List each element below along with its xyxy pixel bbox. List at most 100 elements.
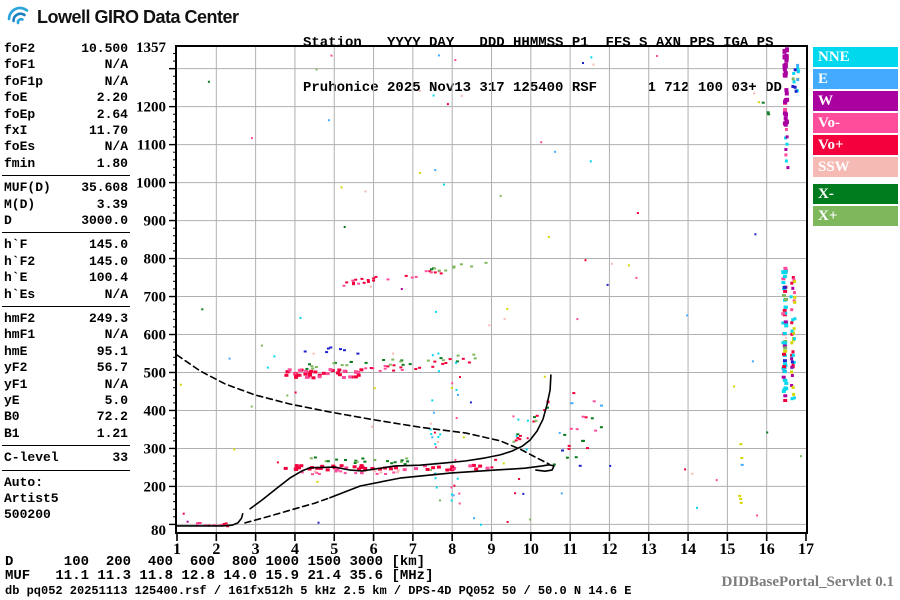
echo-dot: [437, 370, 440, 373]
echo-dot: [400, 369, 404, 371]
x-axis-label: 4: [291, 541, 299, 558]
echo-dot: [522, 492, 525, 495]
echo-dot: [455, 417, 458, 419]
echo-dot: [783, 320, 788, 324]
echo-dot: [345, 364, 349, 367]
echo-dot: [790, 365, 794, 369]
y-axis-label: 600: [144, 328, 167, 344]
param-row-hes: h`Es N/A: [0, 287, 130, 302]
echo-cluster-third-hop-main: [342, 270, 443, 287]
echo-dot: [364, 367, 368, 370]
echo-dot: [312, 352, 315, 355]
echo-dot: [354, 278, 358, 281]
echo-dot: [783, 349, 788, 353]
echo-dot: [784, 148, 788, 151]
echo-dot: [414, 368, 418, 370]
echo-dot: [456, 354, 460, 357]
echo-dot: [790, 281, 794, 285]
echo-dot: [784, 153, 788, 157]
echo-dot: [392, 364, 396, 367]
echo-dot: [186, 520, 189, 523]
echo-dot: [334, 470, 338, 473]
echo-dot: [390, 462, 394, 465]
echo-dot: [558, 431, 561, 434]
param-label: hmF2: [4, 311, 36, 326]
echo-dot: [313, 370, 318, 374]
echo-dot: [525, 448, 528, 451]
echo-dot: [785, 47, 789, 53]
echo-dot: [792, 392, 796, 396]
echo-dot: [372, 277, 376, 280]
param-label: yF2: [4, 360, 28, 376]
echo-dot: [429, 428, 432, 431]
echo-dot: [783, 378, 788, 382]
echo-dot: [343, 226, 346, 228]
echo-dot: [450, 465, 455, 469]
echo-dot: [450, 499, 453, 502]
echo-dot: [459, 263, 463, 266]
echo-dot: [783, 305, 788, 309]
echo-dot: [454, 59, 457, 62]
echo-dot: [790, 353, 794, 357]
echo-dot: [783, 289, 788, 293]
echo-dot: [686, 314, 689, 317]
echo-dot: [292, 372, 297, 376]
echo-dot: [337, 373, 342, 377]
echo-dot: [375, 472, 379, 475]
echo-dot: [547, 236, 550, 239]
echo-dot: [792, 337, 796, 341]
echo-cluster-background-noise: [179, 54, 802, 526]
echo-dot: [342, 284, 346, 287]
echo-dot: [425, 468, 430, 471]
echo-dot: [388, 363, 392, 366]
lowell-giro-logo: Lowell GIRO Data Center: [6, 4, 239, 30]
echo-dot: [360, 472, 364, 475]
echo-dot: [437, 441, 439, 443]
echo-dot: [207, 80, 210, 83]
echo-dot: [354, 472, 358, 475]
echo-dot: [783, 122, 788, 127]
echo-dot: [430, 268, 433, 271]
station-header-values: Pruhonice 2025 Nov13 317 125400 RSF 1 71…: [303, 80, 782, 96]
echo-dot: [796, 78, 800, 82]
echo-dot: [327, 119, 330, 122]
x-axis-label: 6: [370, 541, 378, 558]
echo-dot: [285, 370, 290, 374]
param-label: foEp: [4, 106, 36, 122]
echo-dot: [790, 397, 794, 401]
param-row-fmin: fmin 1.80: [0, 156, 130, 171]
param-label: foE: [4, 90, 28, 106]
echo-dot: [400, 459, 404, 462]
param-row-md: M(D) 3.39: [0, 197, 130, 212]
echo-dot: [791, 77, 795, 81]
echo-dot: [386, 365, 390, 368]
echo-dot: [581, 415, 585, 418]
echo-cluster-spread-strip-1: [781, 266, 789, 402]
echo-dot: [367, 280, 370, 283]
echo-cluster-spread-strip-2: [789, 276, 797, 401]
param-label: foEs: [4, 139, 36, 155]
echo-dot: [310, 365, 314, 368]
echo-dot: [782, 111, 787, 116]
parameter-panel: foF2 10.500 foF1 N/A foF1p N/A foE 2.20 foEp 2.64…: [0, 0, 132, 540]
param-value: N/A: [104, 57, 128, 73]
echo-dot: [471, 463, 476, 467]
param-value: 35.608: [81, 180, 128, 196]
echo-dot: [782, 344, 787, 348]
echo-dot: [294, 464, 299, 468]
echo-dot: [313, 470, 317, 473]
echo-dot: [452, 266, 456, 269]
echo-dot: [485, 466, 490, 470]
param-row-ye: yE 5.0: [0, 393, 130, 408]
echo-dot: [393, 461, 397, 464]
echo-dot: [196, 522, 199, 525]
echo-dot: [311, 473, 314, 476]
echo-dot: [332, 362, 336, 365]
echo-dot: [783, 346, 788, 350]
echo-dot: [575, 428, 579, 431]
echo-dot: [434, 310, 437, 313]
echo-dot: [351, 279, 355, 282]
echo-cluster-x-trace-tail: [552, 439, 589, 467]
echo-dot: [561, 449, 564, 452]
